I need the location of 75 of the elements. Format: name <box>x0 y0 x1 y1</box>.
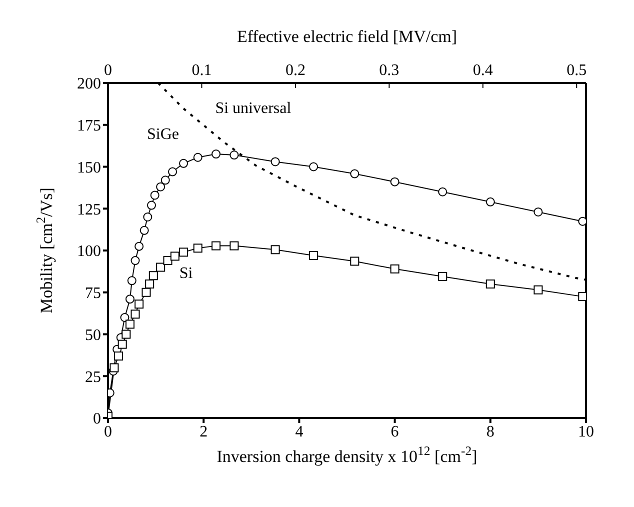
point <box>163 256 172 266</box>
point <box>438 272 448 281</box>
x2-tick-label: 0.3 <box>379 62 400 79</box>
point <box>134 300 144 309</box>
point <box>486 280 495 288</box>
series-label: Si <box>179 264 194 282</box>
point <box>110 363 119 372</box>
x-tick-label: 8 <box>486 423 494 440</box>
x2-tick-label: 0.1 <box>192 62 212 79</box>
point <box>309 251 318 260</box>
point <box>212 241 221 250</box>
point <box>156 182 166 192</box>
x2-axis-title: Effective electric field [MV/cm] <box>236 27 458 46</box>
point <box>486 197 495 206</box>
x-tick-label: 2 <box>200 423 208 440</box>
y-tick-label: 100 <box>77 243 101 260</box>
point <box>127 276 136 286</box>
x2-tick-label: 0.5 <box>566 62 587 79</box>
point <box>122 330 131 339</box>
x-tick-label: 4 <box>295 423 304 440</box>
point <box>193 244 202 253</box>
point <box>193 152 202 162</box>
point <box>150 190 160 200</box>
point <box>130 310 140 319</box>
point <box>179 158 188 168</box>
point <box>160 176 170 185</box>
x-tick-label: 6 <box>390 423 399 440</box>
point <box>156 262 166 272</box>
point <box>114 352 124 361</box>
point <box>148 271 158 280</box>
series-label: SiGe <box>147 126 180 144</box>
x2-tick-label: 0.4 <box>472 62 493 79</box>
point <box>130 256 140 266</box>
point <box>438 187 448 196</box>
y-tick-label: 25 <box>85 368 101 386</box>
point <box>534 207 543 216</box>
y-tick-label: 75 <box>85 285 101 302</box>
point <box>350 169 360 178</box>
point <box>140 226 149 235</box>
point <box>143 212 152 222</box>
point <box>309 162 318 172</box>
point <box>270 245 280 254</box>
point <box>390 264 400 274</box>
point <box>270 157 280 166</box>
point <box>390 177 400 186</box>
point <box>120 313 130 322</box>
x-tick-label: 10 <box>578 423 594 440</box>
point <box>118 340 127 349</box>
point <box>230 241 239 250</box>
point <box>145 280 154 288</box>
point <box>125 294 134 304</box>
point <box>142 288 151 297</box>
y-tick-label: 125 <box>77 201 101 218</box>
point <box>350 256 360 266</box>
point <box>212 150 221 159</box>
point <box>578 292 586 302</box>
point <box>534 285 543 294</box>
point <box>134 242 144 251</box>
point <box>147 200 156 210</box>
y-tick-label: 50 <box>85 326 101 344</box>
y-tick-label: 0 <box>93 410 101 428</box>
y-tick-label: 150 <box>77 159 101 176</box>
point <box>125 320 134 329</box>
x2-tick-label: 0 <box>104 62 112 79</box>
x2-tick-label: 0.2 <box>285 62 306 79</box>
point <box>578 216 586 226</box>
point <box>168 167 178 176</box>
point <box>170 252 180 261</box>
y-tick-label: 200 <box>77 76 101 93</box>
x-tick-label: 0 <box>104 423 112 440</box>
series-label: Si universal <box>215 100 292 117</box>
point <box>230 150 239 160</box>
x-axis-title: Inversion charge density x 10$^{12}$ [cm$^{-2}$] <box>216 444 478 466</box>
y-tick-label: 175 <box>77 118 101 135</box>
point <box>179 248 188 257</box>
